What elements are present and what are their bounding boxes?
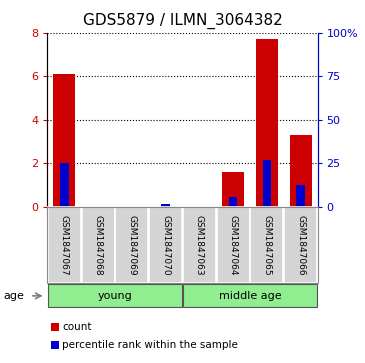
Text: GSM1847063: GSM1847063 (195, 215, 204, 276)
Bar (60, 163, 69, 207)
Text: age: age (4, 291, 24, 301)
Bar (161, 204, 170, 207)
Text: GSM1847068: GSM1847068 (93, 215, 103, 276)
Text: middle age: middle age (219, 291, 281, 301)
Bar (256, 39, 278, 207)
Text: GSM1847070: GSM1847070 (161, 215, 170, 276)
Text: count: count (62, 322, 92, 332)
Bar (53, 74, 75, 207)
Text: GSM1847069: GSM1847069 (127, 215, 137, 276)
Text: GSM1847064: GSM1847064 (228, 215, 238, 275)
Text: percentile rank within the sample: percentile rank within the sample (62, 340, 238, 350)
Text: young: young (97, 291, 132, 301)
Bar (263, 160, 271, 207)
Text: GSM1847066: GSM1847066 (296, 215, 305, 276)
Text: GDS5879 / ILMN_3064382: GDS5879 / ILMN_3064382 (82, 13, 283, 29)
Text: GSM1847065: GSM1847065 (262, 215, 272, 276)
Text: GSM1847067: GSM1847067 (60, 215, 69, 276)
Bar (229, 197, 237, 207)
Bar (290, 135, 312, 207)
Bar (222, 172, 244, 207)
Bar (296, 185, 305, 207)
